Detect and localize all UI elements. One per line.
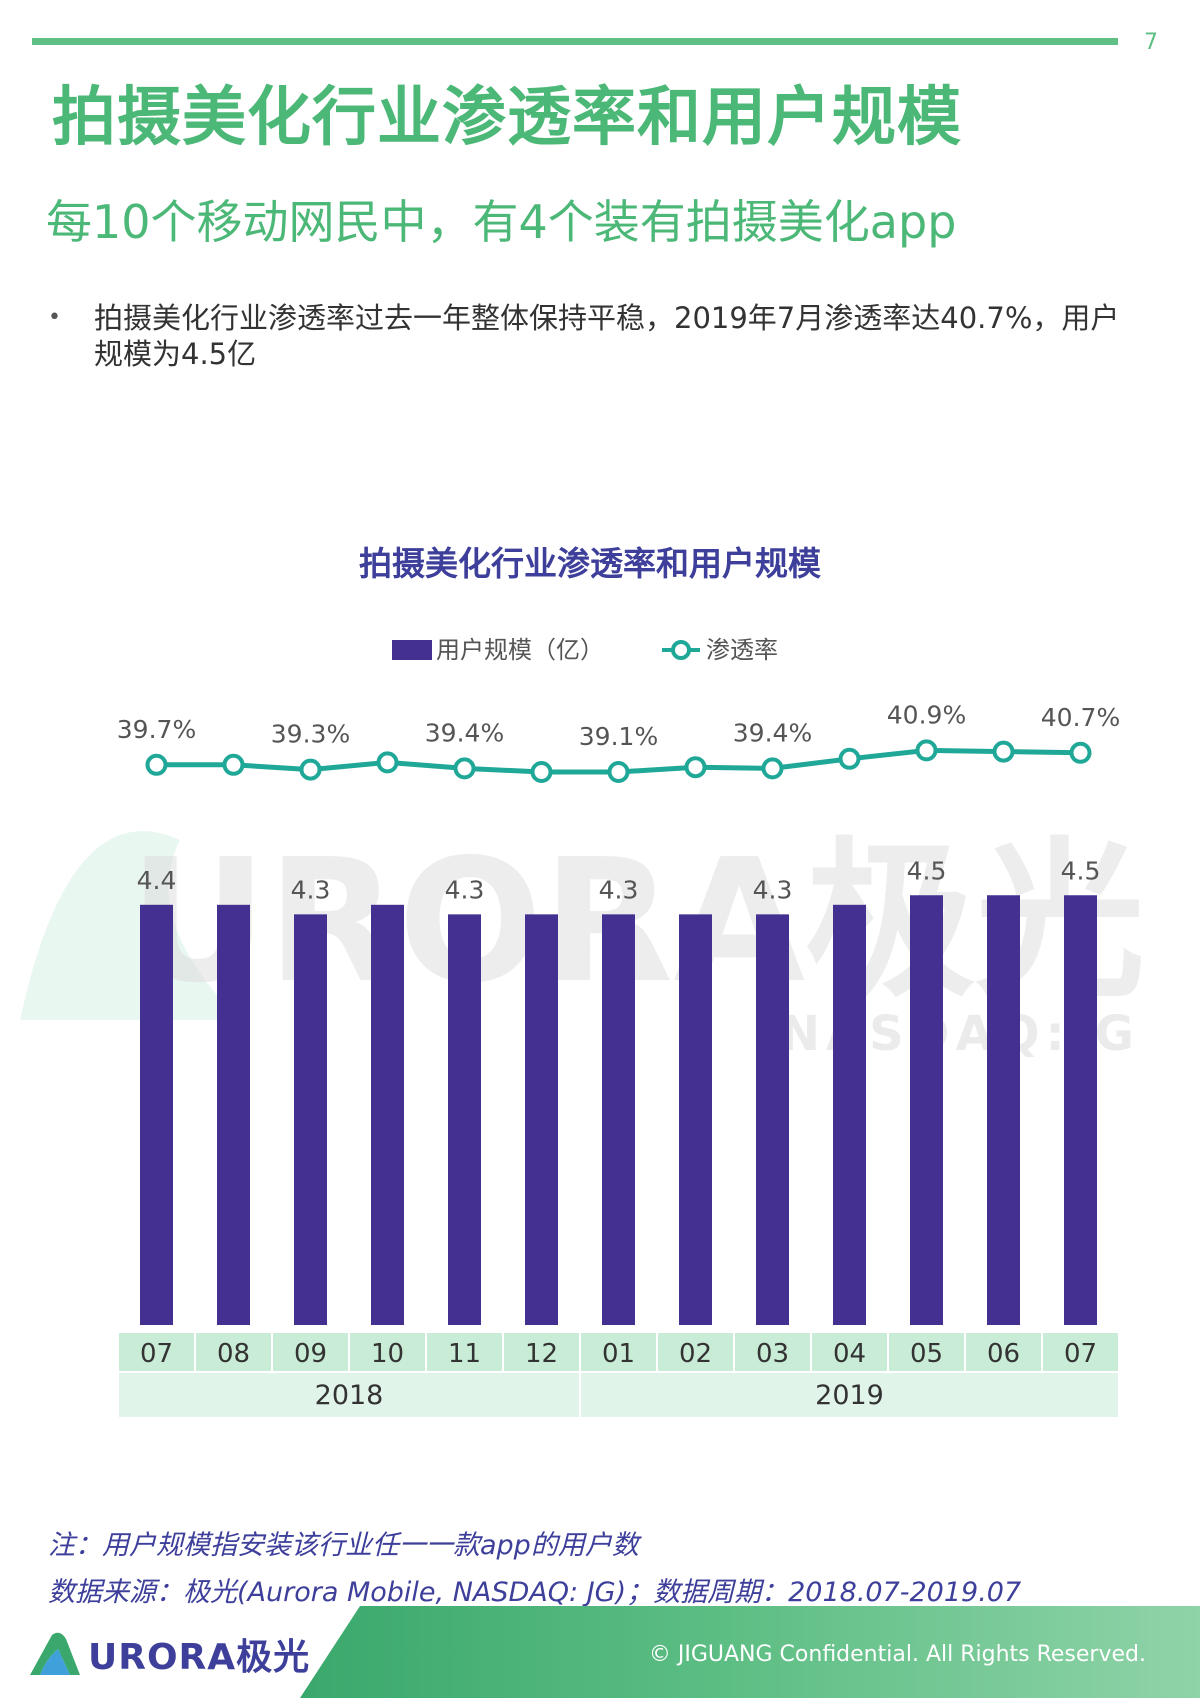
line-point	[992, 740, 1015, 763]
line-point	[1069, 741, 1092, 764]
page-number: 7	[1144, 30, 1158, 55]
bar	[910, 895, 943, 1325]
legend-bar-swatch	[392, 640, 432, 660]
line-value-label: 39.4%	[425, 718, 504, 747]
footer: URORA极光 © JIGUANG Confidential. All Righ…	[0, 1606, 1200, 1698]
line-point	[376, 751, 399, 774]
x-axis-cell	[273, 1333, 348, 1371]
x-axis-cell	[196, 1333, 271, 1371]
x-tick-label: 09	[294, 1339, 327, 1369]
bar-value-label: 4.3	[445, 875, 485, 904]
bar-value-label: 4.5	[907, 856, 947, 885]
line-point	[838, 747, 861, 770]
x-tick-label: 07	[140, 1339, 173, 1369]
bar-value-label: 4.3	[291, 875, 331, 904]
bar	[448, 914, 481, 1325]
x-axis-cell	[350, 1333, 425, 1371]
bar	[679, 914, 712, 1325]
note-text: 注：用户规模指安装该行业任一一款app的用户数	[48, 1530, 639, 1561]
x-tick-label: 08	[217, 1339, 250, 1369]
x-tick-label: 05	[910, 1339, 943, 1369]
bar-value-label: 4.3	[599, 875, 639, 904]
x-axis-cell	[581, 1333, 656, 1371]
legend-line-marker	[671, 640, 691, 660]
x-axis-cell	[966, 1333, 1041, 1371]
line-value-label: 39.3%	[271, 720, 350, 749]
line-point	[222, 753, 245, 776]
x-axis-cell	[427, 1333, 502, 1371]
note-block: 注：用户规模指安装该行业任一一款app的用户数 数据来源：极光(Aurora M…	[48, 1522, 1021, 1616]
x-tick-label: 04	[833, 1339, 866, 1369]
bullet-text: 拍摄美化行业渗透率过去一年整体保持平稳，2019年7月渗透率达40.7%，用户规…	[94, 301, 1120, 371]
x-axis-cell	[812, 1333, 887, 1371]
line-point	[453, 757, 476, 780]
bar	[371, 904, 404, 1325]
top-rule	[32, 38, 1118, 45]
x-tick-label: 11	[448, 1339, 481, 1369]
footer-logo: URORA极光	[26, 1628, 310, 1680]
bar	[833, 904, 866, 1325]
bar	[217, 904, 250, 1325]
x-tick-label: 07	[1064, 1339, 1097, 1369]
line-value-label: 39.1%	[579, 722, 658, 751]
x-axis-cell	[735, 1333, 810, 1371]
legend-line-label: 渗透率	[706, 636, 778, 664]
line-point	[607, 761, 630, 783]
x-tick-label: 12	[525, 1339, 558, 1369]
legend-bar-label: 用户规模（亿）	[436, 636, 604, 664]
bar	[294, 914, 327, 1325]
x-tick-label: 10	[371, 1339, 404, 1369]
aurora-logo-icon	[30, 1632, 80, 1675]
bullet-list: • 拍摄美化行业渗透率过去一年整体保持平稳，2019年7月渗透率达40.7%，用…	[46, 300, 1146, 372]
bullet-item: • 拍摄美化行业渗透率过去一年整体保持平稳，2019年7月渗透率达40.7%，用…	[46, 300, 1146, 372]
x-tick-label: 03	[756, 1339, 789, 1369]
line-value-label: 39.7%	[117, 715, 196, 744]
x-axis-cell	[889, 1333, 964, 1371]
line-value-label: 39.4%	[733, 718, 812, 747]
x-tick-label: 06	[987, 1339, 1020, 1369]
copyright-text: © JIGUANG Confidential. All Rights Reser…	[648, 1642, 1146, 1667]
bar-value-label: 4.3	[753, 875, 793, 904]
watermark-shape	[20, 831, 240, 1020]
year-group-label: 2018	[315, 1380, 384, 1411]
footer-band	[300, 1606, 1200, 1698]
x-axis-cell	[119, 1333, 194, 1371]
x-tick-label: 02	[679, 1339, 712, 1369]
line-point	[530, 761, 553, 783]
chart-title: 拍摄美化行业渗透率和用户规模	[359, 544, 822, 583]
bar	[1064, 895, 1097, 1325]
line-point	[684, 756, 707, 779]
line-value-label: 40.7%	[1041, 703, 1120, 732]
chart-area: URORA极光 NASDAQ:JG 拍摄美化行业渗透率和用户规模 用户规模（亿） 渗透率…	[0, 540, 1200, 1440]
bar	[987, 895, 1020, 1325]
line-point	[145, 753, 168, 776]
bar-value-label: 4.4	[137, 866, 177, 895]
year-group-label: 2019	[815, 1380, 884, 1411]
bar-value-label: 4.5	[1061, 856, 1101, 885]
x-axis-cell	[504, 1333, 579, 1371]
page-title: 拍摄美化行业渗透率和用户规模	[52, 81, 962, 155]
line-point	[915, 739, 938, 762]
source-text: 数据来源：极光(Aurora Mobile, NASDAQ: JG)；数据周期：…	[48, 1577, 1022, 1608]
x-axis-cell	[1043, 1333, 1118, 1371]
x-tick-label: 01	[602, 1339, 635, 1369]
line-point	[299, 758, 322, 781]
line-value-label: 40.9%	[887, 700, 966, 729]
bar	[525, 914, 558, 1325]
page-subtitle: 每10个移动网民中，有4个装有拍摄美化app	[46, 195, 957, 249]
bar	[756, 914, 789, 1325]
bar	[602, 914, 635, 1325]
bar	[140, 904, 173, 1325]
line-point	[761, 757, 784, 780]
year-group-cell	[581, 1373, 1118, 1417]
x-axis-cell	[658, 1333, 733, 1371]
footer-logo-text: URORA极光	[88, 1637, 311, 1678]
year-group-cell	[119, 1373, 579, 1417]
bullet-dot-icon: •	[48, 305, 61, 330]
